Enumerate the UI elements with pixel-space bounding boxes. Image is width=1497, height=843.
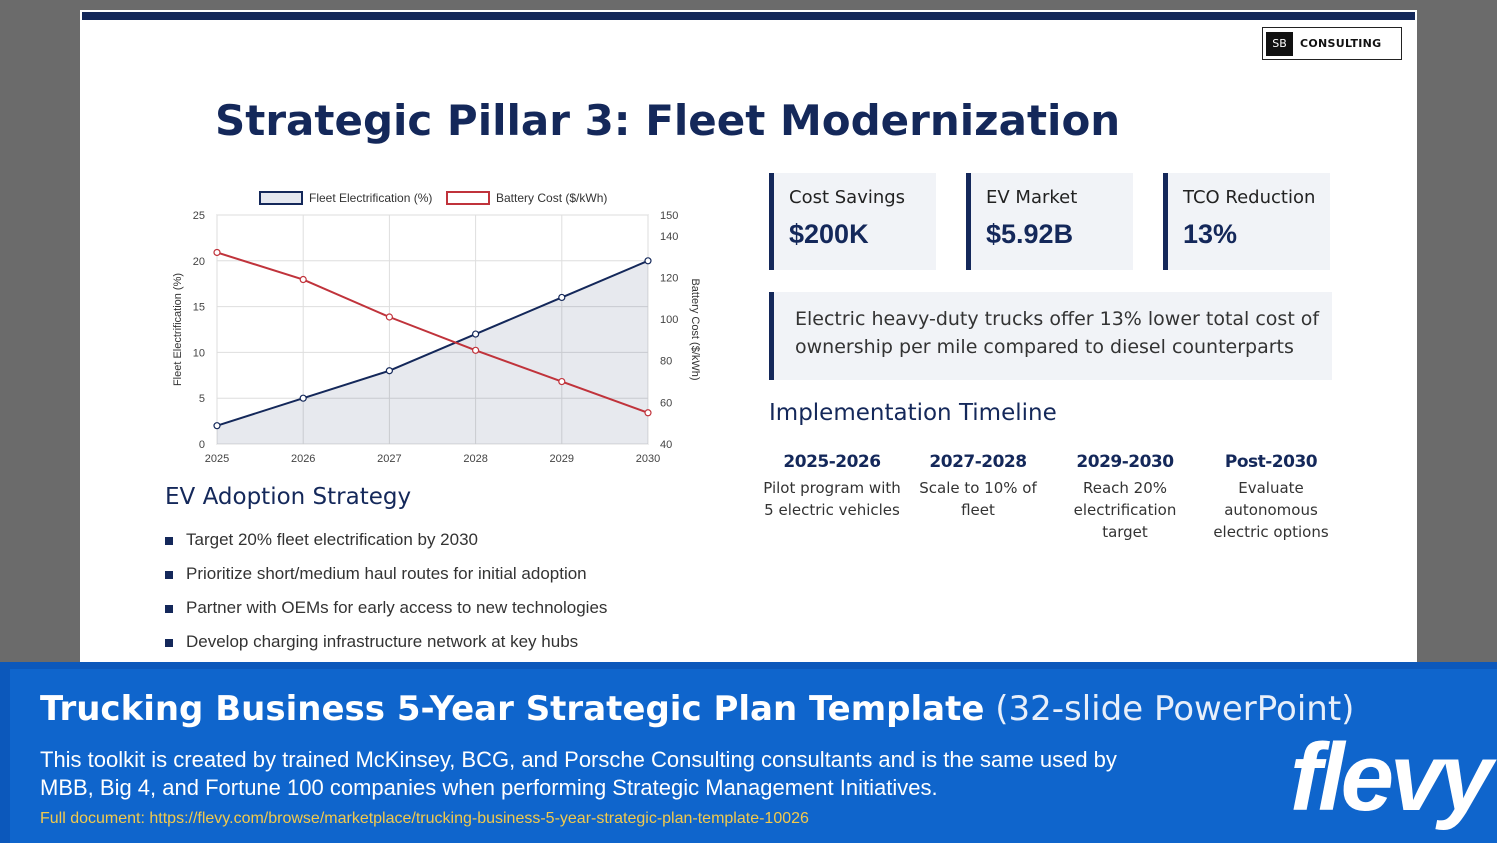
logo-text: CONSULTING <box>1300 37 1382 50</box>
x-tick-label: 2029 <box>550 453 574 465</box>
series-area <box>217 260 648 444</box>
y2-tick-label: 100 <box>660 314 678 326</box>
kpi-label: Cost Savings <box>789 187 906 208</box>
kpi-label: TCO Reduction <box>1183 187 1316 208</box>
y2-tick-label: 140 <box>660 231 678 243</box>
strategy-item-text: Target 20% fleet electrification by 2030 <box>186 530 479 549</box>
data-point <box>385 313 393 321</box>
timeline-desc: Scale to 10% of fleet <box>919 479 1037 519</box>
promo-banner <box>0 662 1497 843</box>
data-point <box>299 275 307 284</box>
timeline-period: 2029-2030 <box>1076 452 1174 472</box>
kpi-card-ev-market: EV Market $5.92B <box>966 173 1133 270</box>
logo-box: SB <box>1266 31 1293 56</box>
y-tick-label: 10 <box>193 347 205 359</box>
y2-tick-label: 150 <box>660 210 678 222</box>
y-tick-label: 20 <box>193 256 205 268</box>
slide: SB CONSULTING Strategic Pillar 3: Fleet … <box>80 10 1417 670</box>
data-point <box>213 248 221 257</box>
data-point <box>299 394 307 402</box>
timeline-desc: Evaluate autonomous electric options <box>1213 479 1329 541</box>
kpi-value: 13% <box>1183 219 1238 249</box>
banner-title-main: Trucking Business 5-Year Strategic Plan … <box>40 689 985 729</box>
square-bullet-icon <box>165 571 173 579</box>
y-tick-label: 0 <box>199 439 205 451</box>
data-point <box>644 257 652 265</box>
data-point <box>385 367 393 375</box>
y-tick-label: 25 <box>193 210 205 222</box>
slide-top-bar <box>82 12 1415 20</box>
kpi-card-cost-savings: Cost Savings $200K <box>769 173 936 270</box>
strategy-item: Develop charging infrastructure network … <box>165 632 685 666</box>
y2-tick-label: 80 <box>660 356 672 368</box>
y2-tick-label: 60 <box>660 397 672 409</box>
flevy-logo: flevy <box>1290 724 1493 831</box>
timeline-item: 2029-2030 Reach 20% electrification targ… <box>1055 452 1195 543</box>
series-line <box>216 251 649 414</box>
strategy-item-text: Prioritize short/medium haul routes for … <box>186 564 587 583</box>
timeline-desc: Pilot program with 5 electric vehicles <box>763 479 901 519</box>
plot-area <box>216 214 649 445</box>
tco-callout: Electric heavy-duty trucks offer 13% low… <box>769 292 1332 380</box>
square-bullet-icon <box>165 537 173 545</box>
data-point <box>213 422 221 430</box>
timeline-item: 2025-2026 Pilot program with 5 electric … <box>762 452 902 521</box>
callout-text: Electric heavy-duty trucks offer 13% low… <box>795 308 1320 358</box>
strategy-item: Target 20% fleet electrification by 2030 <box>165 530 685 564</box>
legend-label: Fleet Electrification (%) <box>309 191 432 205</box>
kpi-value: $200K <box>789 219 869 249</box>
banner-title: Trucking Business 5-Year Strategic Plan … <box>40 689 1354 729</box>
timeline-title: Implementation Timeline <box>769 400 1057 426</box>
strategy-item: Prioritize short/medium haul routes for … <box>165 564 685 598</box>
y2-tick-label: 120 <box>660 272 678 284</box>
y2-tick-label: 40 <box>660 439 672 451</box>
data-point <box>644 409 652 417</box>
banner-panel <box>10 669 1497 843</box>
legend-swatch <box>259 191 303 205</box>
x-tick-label: 2026 <box>291 453 315 465</box>
data-point <box>558 293 566 302</box>
y-tick-label: 5 <box>199 393 205 405</box>
x-tick-label: 2027 <box>377 453 401 465</box>
y2-axis-label: Battery Cost ($/kWh) <box>689 278 701 380</box>
strategy-title: EV Adoption Strategy <box>165 484 412 510</box>
timeline-item: 2027-2028 Scale to 10% of fleet <box>908 452 1048 521</box>
timeline-period: 2025-2026 <box>783 452 881 472</box>
ev-chart: 0 5 10 15 20 25 2025 2026 2027 2028 2029 2030 40 60 80… <box>160 175 720 475</box>
legend-label: Battery Cost ($/kWh) <box>496 191 607 205</box>
strategy-item-text: Partner with OEMs for early access to ne… <box>186 598 608 617</box>
timeline-period: Post-2030 <box>1224 452 1318 472</box>
x-tick-label: 2028 <box>463 453 487 465</box>
strategy-item: Partner with OEMs for early access to ne… <box>165 598 685 632</box>
square-bullet-icon <box>165 605 173 613</box>
series-line <box>216 259 649 427</box>
x-tick-label: 2025 <box>205 453 229 465</box>
data-point <box>472 346 480 354</box>
kpi-label: EV Market <box>986 187 1078 208</box>
sb-consulting-logo: SB CONSULTING <box>1262 27 1402 60</box>
legend-swatch <box>446 191 490 205</box>
banner-title-sub: (32-slide PowerPoint) <box>984 689 1355 729</box>
strategy-item-text: Develop charging infrastructure network … <box>186 632 579 651</box>
timeline-item: Post-2030 Evaluate autonomous electric o… <box>1201 452 1341 543</box>
slide-title: Strategic Pillar 3: Fleet Modernization <box>215 96 1121 145</box>
x-tick-label: 2030 <box>636 453 660 465</box>
banner-link[interactable]: Full document: https://flevy.com/browse/… <box>40 810 809 827</box>
timeline-period: 2027-2028 <box>929 452 1027 472</box>
timeline-desc: Reach 20% electrification target <box>1073 479 1177 541</box>
kpi-value: $5.92B <box>986 219 1074 249</box>
y-tick-label: 15 <box>193 302 205 314</box>
banner-description: This toolkit is created by trained McKin… <box>40 747 1117 800</box>
y-axis-label: Fleet Electrification (%) <box>172 273 184 386</box>
data-point <box>558 377 566 386</box>
strategy-list: Target 20% fleet electrification by 2030… <box>165 530 685 666</box>
kpi-card-tco-reduction: TCO Reduction 13% <box>1163 173 1330 270</box>
data-point <box>472 330 480 338</box>
square-bullet-icon <box>165 639 173 647</box>
